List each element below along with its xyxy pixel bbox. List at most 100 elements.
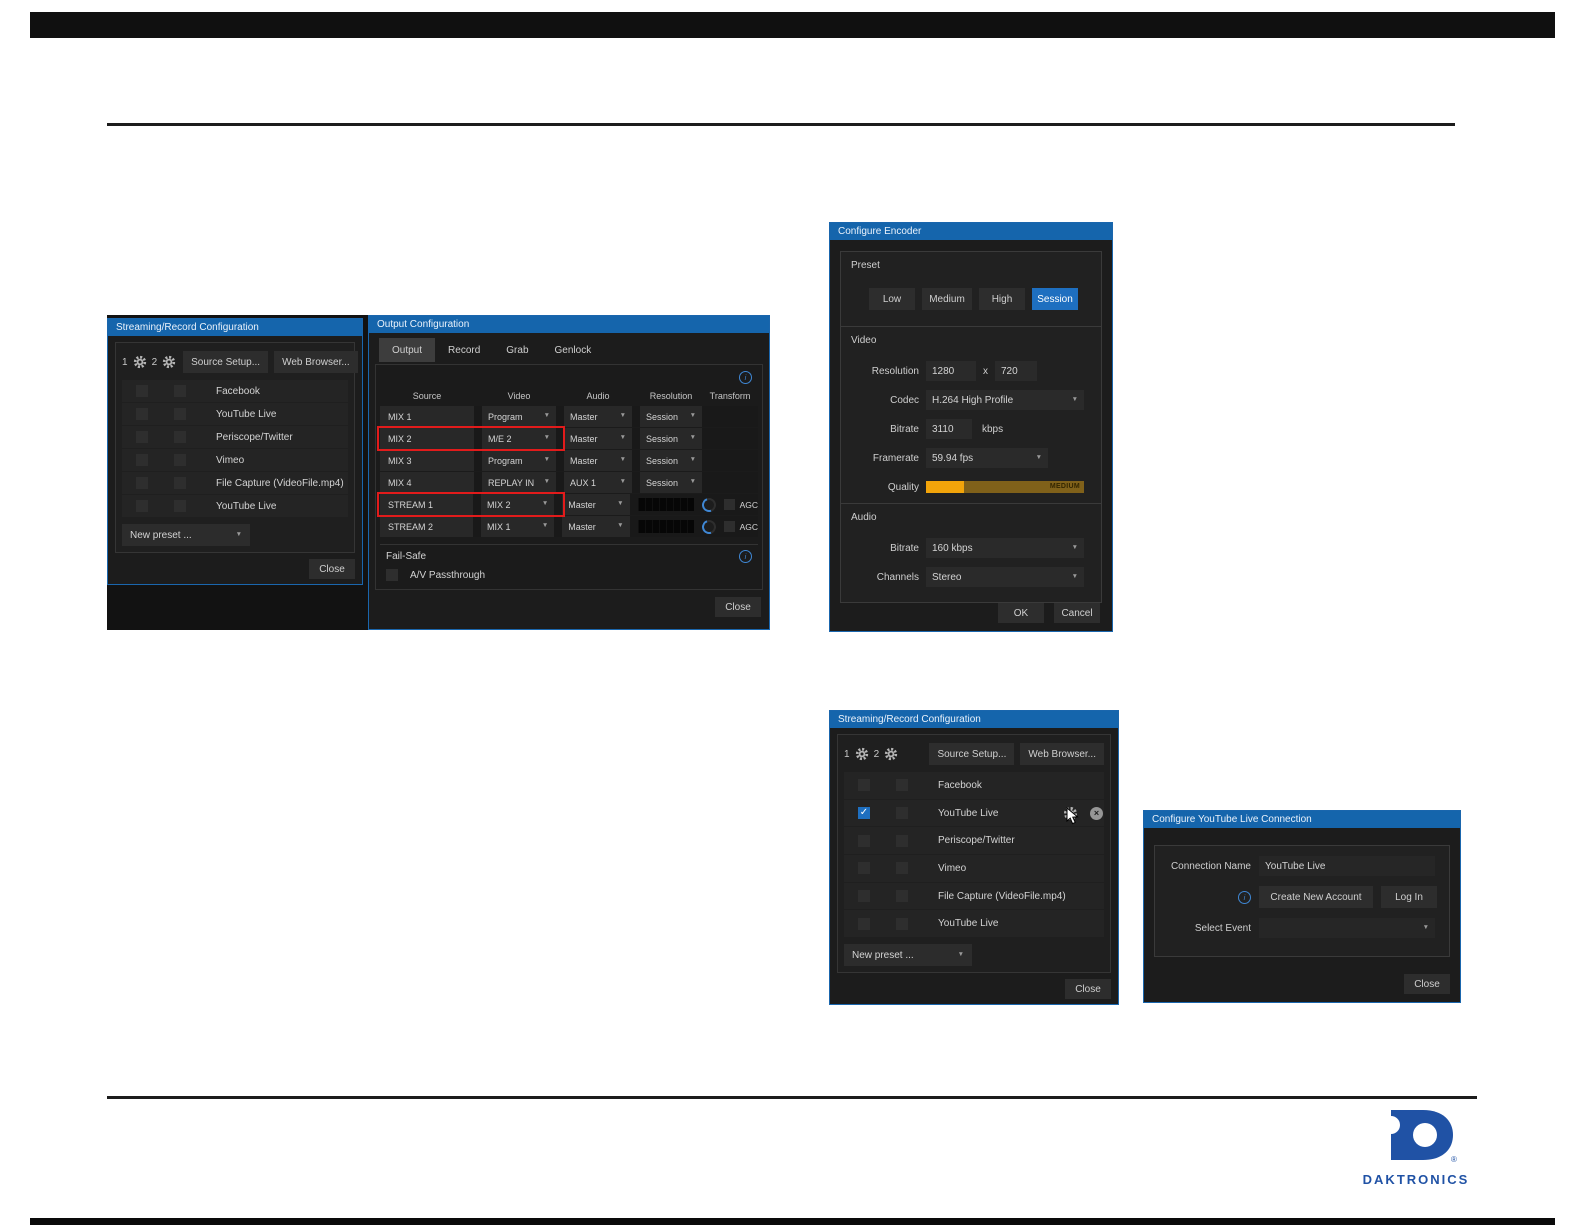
preset2-checkbox[interactable]	[896, 862, 908, 875]
remove-icon[interactable]: ×	[1090, 806, 1103, 820]
tab-genlock[interactable]: Genlock	[554, 344, 592, 356]
audio-dropdown[interactable]: Master ▼	[562, 494, 630, 515]
tab-grab[interactable]: Grab	[506, 344, 529, 356]
create-new-account-button[interactable]: Create New Account	[1259, 886, 1373, 908]
daktronics-logo: ® DAKTRONICS	[1352, 1108, 1480, 1187]
preset2-checkbox[interactable]	[896, 807, 908, 819]
preset1-checkbox[interactable]	[858, 779, 870, 792]
new-preset-dropdown[interactable]: New preset ... ▼	[844, 944, 972, 966]
close-button[interactable]: Close	[1404, 974, 1450, 994]
preset2-checkbox[interactable]	[896, 834, 908, 847]
quality-label: Quality	[887, 481, 919, 493]
close-button[interactable]: Close	[715, 597, 761, 617]
info-icon[interactable]: i	[1238, 890, 1251, 904]
gear-icon[interactable]	[883, 746, 899, 762]
source-cell: MIX 1	[380, 406, 474, 427]
resolution-dropdown[interactable]: Session ▼	[640, 428, 702, 449]
red-highlight-box	[377, 426, 565, 451]
preset-low-button[interactable]: Low	[869, 288, 915, 310]
gear-icon[interactable]	[132, 354, 148, 370]
video-dropdown[interactable]: MIX 2 ▼	[480, 494, 555, 515]
agc-checkbox[interactable]	[723, 499, 735, 510]
preset2-checkbox[interactable]	[174, 385, 186, 397]
codec-dropdown[interactable]: H.264 High Profile ▼	[926, 390, 1084, 410]
gear-icon[interactable]	[161, 354, 177, 370]
resolution-width-field[interactable]: 1280	[926, 361, 976, 381]
audio-dropdown[interactable]: Master ▼	[562, 516, 630, 537]
audio-dropdown[interactable]: Master ▼	[564, 406, 632, 427]
preset1-checkbox[interactable]	[858, 862, 870, 875]
close-button[interactable]: Close	[309, 559, 355, 579]
audio-bitrate-dropdown[interactable]: 160 kbps ▼	[926, 538, 1084, 558]
preset2-checkbox[interactable]	[896, 779, 908, 792]
preset2-checkbox[interactable]	[174, 408, 186, 420]
tab-output[interactable]: Output	[379, 338, 436, 362]
audio-dropdown[interactable]: AUX 1 ▼	[564, 472, 632, 493]
video-dropdown[interactable]: M/E 2 ▼	[482, 428, 556, 449]
video-dropdown[interactable]: REPLAY IN ▼	[482, 472, 556, 493]
web-browser-button[interactable]: Web Browser...	[1020, 743, 1104, 765]
video-dropdown[interactable]: Program ▼	[482, 406, 556, 427]
source-cell: MIX 4	[380, 472, 474, 493]
select-event-label: Select Event	[1194, 922, 1251, 934]
gear-icon[interactable]	[854, 746, 870, 762]
source-setup-button[interactable]: Source Setup...	[929, 743, 1015, 765]
av-passthrough-checkbox[interactable]	[386, 569, 398, 581]
agc-checkbox[interactable]	[723, 521, 735, 532]
preset2-checkbox[interactable]	[174, 477, 186, 489]
window-titlebar: Configure Encoder	[830, 223, 1112, 240]
ok-button[interactable]: OK	[998, 603, 1044, 623]
source-setup-button[interactable]: Source Setup...	[183, 351, 269, 373]
preset1-checkbox[interactable]	[136, 477, 148, 489]
preset1-checkbox[interactable]	[136, 500, 148, 512]
agc-label: AGC	[739, 521, 758, 532]
new-preset-dropdown[interactable]: New preset ... ▼	[122, 524, 250, 546]
channels-dropdown[interactable]: Stereo ▼	[926, 567, 1084, 587]
info-icon[interactable]: i	[739, 550, 752, 563]
framerate-dropdown[interactable]: 59.94 fps ▼	[926, 448, 1048, 468]
preset1-checkbox[interactable]	[136, 431, 148, 443]
video-dropdown[interactable]: MIX 1 ▼	[480, 516, 555, 537]
preset1-checkbox-checked[interactable]: ✓	[858, 807, 870, 819]
volume-knob[interactable]	[699, 495, 718, 514]
volume-knob[interactable]	[699, 517, 718, 536]
preset1-checkbox[interactable]	[858, 890, 870, 903]
preset2-checkbox[interactable]	[896, 890, 908, 903]
preset-high-button[interactable]: High	[979, 288, 1025, 310]
preset2-checkbox[interactable]	[174, 500, 186, 512]
audio-dropdown[interactable]: Master ▼	[564, 450, 632, 471]
audio-dropdown[interactable]: Master ▼	[564, 428, 632, 449]
video-dropdown[interactable]: Program ▼	[482, 450, 556, 471]
connection-name-field[interactable]: YouTube Live	[1259, 856, 1435, 876]
select-event-dropdown[interactable]: ▼	[1259, 918, 1435, 938]
info-icon[interactable]: i	[739, 370, 752, 384]
close-button[interactable]: Close	[1065, 979, 1111, 999]
youtube-connection-window: Configure YouTube Live Connection Connec…	[1143, 810, 1461, 1003]
preset2-checkbox[interactable]	[896, 917, 908, 930]
mouse-cursor-icon	[1066, 806, 1079, 824]
preset-session-button[interactable]: Session	[1032, 288, 1078, 310]
preset2-checkbox[interactable]	[174, 454, 186, 466]
preset1-checkbox[interactable]	[858, 917, 870, 930]
cancel-button[interactable]: Cancel	[1054, 603, 1100, 623]
preset1-checkbox[interactable]	[858, 834, 870, 847]
resolution-dropdown[interactable]: Session ▼	[640, 406, 702, 427]
resolution-height-field[interactable]: 720	[995, 361, 1037, 381]
preset1-checkbox[interactable]	[136, 454, 148, 466]
preset-medium-button[interactable]: Medium	[922, 288, 972, 310]
quality-slider[interactable]: MEDIUM	[926, 481, 1084, 493]
preset1-checkbox[interactable]	[136, 385, 148, 397]
resolution-dropdown[interactable]: Session ▼	[640, 450, 702, 471]
web-browser-button[interactable]: Web Browser...	[274, 351, 358, 373]
preset-1-number: 1	[844, 748, 850, 760]
preset2-checkbox[interactable]	[174, 431, 186, 443]
quality-row: Quality MEDIUM	[841, 476, 1091, 498]
resolution-dropdown[interactable]: Session ▼	[640, 472, 702, 493]
tab-record[interactable]: Record	[448, 344, 481, 356]
bitrate-field[interactable]: 3110	[926, 419, 972, 439]
header-rule	[107, 123, 1455, 126]
preset1-checkbox[interactable]	[136, 408, 148, 420]
column-audio: Audio	[586, 391, 610, 401]
log-in-button[interactable]: Log In	[1381, 886, 1437, 908]
list-item: Facebook	[844, 772, 1104, 799]
